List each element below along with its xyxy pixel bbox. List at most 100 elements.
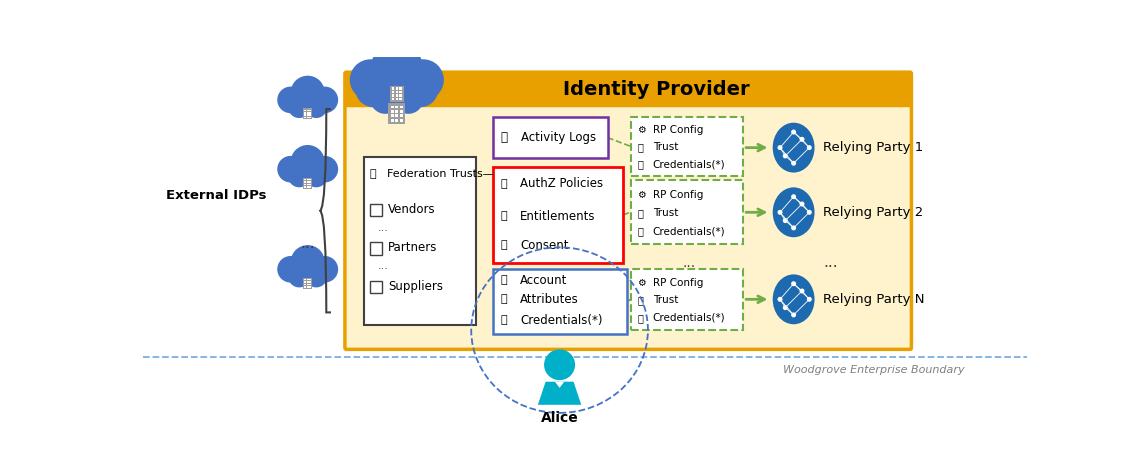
- Bar: [309, 281, 311, 283]
- Text: Woodgrove Enterprise Boundary: Woodgrove Enterprise Boundary: [783, 365, 964, 375]
- Text: ...: ...: [300, 236, 315, 251]
- Bar: [395, 114, 398, 117]
- Text: ...: ...: [378, 261, 388, 271]
- Bar: [390, 105, 394, 108]
- Circle shape: [306, 166, 327, 187]
- Text: Credentials(*): Credentials(*): [653, 313, 726, 323]
- Circle shape: [791, 130, 796, 134]
- Circle shape: [777, 145, 783, 150]
- Bar: [631, 117, 743, 176]
- Circle shape: [373, 56, 420, 102]
- Bar: [309, 279, 311, 280]
- Bar: [391, 88, 395, 89]
- Text: 📋: 📋: [501, 211, 508, 221]
- Text: Consent: Consent: [520, 239, 568, 252]
- Text: Trust: Trust: [653, 295, 678, 305]
- Circle shape: [366, 74, 400, 108]
- Bar: [305, 281, 306, 283]
- Text: 📦: 📦: [637, 208, 642, 218]
- Circle shape: [403, 59, 444, 100]
- Bar: [370, 281, 382, 293]
- Bar: [305, 286, 306, 288]
- Bar: [307, 181, 308, 183]
- Text: Credentials(*): Credentials(*): [520, 314, 602, 326]
- Circle shape: [394, 84, 423, 114]
- Circle shape: [311, 87, 338, 113]
- Bar: [309, 181, 311, 183]
- Circle shape: [350, 59, 391, 100]
- Bar: [399, 88, 402, 89]
- Text: Account: Account: [520, 273, 567, 287]
- Circle shape: [291, 145, 325, 179]
- Bar: [391, 91, 395, 93]
- Text: 📦: 📦: [637, 295, 642, 305]
- Circle shape: [277, 156, 304, 183]
- Text: Partners: Partners: [388, 241, 438, 254]
- Bar: [307, 112, 308, 114]
- Bar: [307, 110, 308, 111]
- Circle shape: [277, 256, 304, 282]
- Circle shape: [306, 96, 327, 118]
- Circle shape: [355, 71, 391, 107]
- Bar: [391, 94, 395, 96]
- Bar: [305, 181, 306, 183]
- Circle shape: [791, 281, 796, 286]
- Bar: [307, 286, 308, 288]
- Bar: [309, 112, 311, 114]
- Text: Relying Party 2: Relying Party 2: [823, 206, 923, 219]
- Bar: [399, 114, 403, 117]
- Text: Vendors: Vendors: [388, 203, 436, 216]
- Bar: [396, 91, 398, 93]
- Bar: [364, 157, 476, 325]
- Text: 🔑: 🔑: [637, 226, 642, 236]
- Text: 🛡: 🛡: [501, 179, 508, 189]
- Text: Federation Trusts—: Federation Trusts—: [387, 169, 494, 179]
- Bar: [307, 279, 308, 280]
- Bar: [304, 278, 313, 289]
- Bar: [305, 279, 306, 280]
- Text: Identity Provider: Identity Provider: [563, 79, 750, 98]
- Bar: [493, 117, 608, 158]
- Circle shape: [791, 161, 796, 166]
- Text: RP Config: RP Config: [653, 278, 703, 288]
- Text: Trust: Trust: [653, 208, 678, 218]
- Text: Relying Party N: Relying Party N: [823, 293, 924, 306]
- Bar: [396, 88, 398, 89]
- Text: External IDPs: External IDPs: [165, 189, 266, 202]
- Circle shape: [289, 266, 310, 288]
- Circle shape: [791, 226, 796, 230]
- Bar: [305, 184, 306, 185]
- Circle shape: [783, 218, 787, 223]
- Bar: [309, 286, 311, 288]
- Text: ⚙: ⚙: [637, 278, 646, 288]
- Text: 🔑: 🔑: [637, 159, 642, 169]
- Polygon shape: [555, 382, 565, 388]
- Text: Suppliers: Suppliers: [388, 280, 444, 293]
- Bar: [493, 269, 628, 334]
- Bar: [370, 242, 382, 254]
- Text: 👤: 👤: [501, 294, 508, 304]
- Bar: [305, 114, 306, 116]
- Bar: [399, 94, 402, 96]
- Bar: [631, 269, 743, 330]
- Bar: [395, 110, 398, 113]
- Text: ⚙: ⚙: [637, 125, 646, 135]
- Bar: [305, 117, 306, 118]
- Text: Relying Party 1: Relying Party 1: [823, 141, 923, 154]
- Polygon shape: [537, 382, 581, 405]
- Bar: [390, 119, 394, 122]
- Bar: [493, 167, 623, 263]
- Bar: [395, 119, 398, 122]
- Text: Entitlements: Entitlements: [520, 210, 596, 223]
- Text: Activity Logs: Activity Logs: [520, 131, 596, 144]
- Bar: [347, 74, 909, 105]
- Text: 📦: 📦: [637, 142, 642, 152]
- Text: ...: ...: [378, 223, 388, 233]
- Bar: [309, 117, 311, 118]
- Bar: [307, 284, 308, 285]
- Text: RP Config: RP Config: [653, 190, 703, 200]
- Circle shape: [807, 297, 812, 302]
- Bar: [305, 186, 306, 188]
- Bar: [390, 114, 394, 117]
- Bar: [390, 86, 404, 102]
